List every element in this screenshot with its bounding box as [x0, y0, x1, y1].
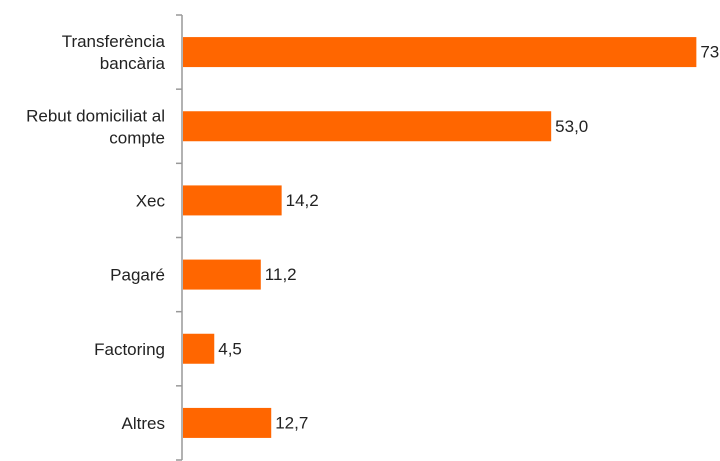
- value-label: 53,0: [555, 117, 588, 136]
- category-label-line: Rebut domiciliat al: [26, 106, 165, 125]
- axis-layer: [176, 14, 183, 461]
- bar: [183, 259, 261, 290]
- value-label: 12,7: [275, 413, 308, 432]
- category-label-line: bancària: [100, 54, 166, 73]
- category-label: Factoring: [94, 339, 165, 358]
- value-label: 11,2: [265, 265, 297, 284]
- value-label: 14,2: [286, 191, 319, 210]
- category-label: Transferència bancària: [62, 32, 166, 73]
- category-label-line: Transferència: [62, 32, 166, 51]
- category-label-line: Factoring: [94, 339, 165, 358]
- category-label-line: Pagaré: [110, 265, 165, 284]
- category-label: Altres: [122, 413, 165, 432]
- category-label-line: Xec: [136, 191, 166, 210]
- label-layer: 73,9 Transferència bancària 53,0 Rebut domic…: [26, 32, 720, 433]
- bar: [183, 111, 552, 142]
- bar: [183, 185, 282, 216]
- value-label: 73,9: [700, 43, 720, 62]
- category-label-line: compte: [109, 128, 165, 147]
- value-label: 4,5: [218, 339, 242, 358]
- category-label-line: Altres: [122, 413, 165, 432]
- bar: [183, 333, 215, 364]
- bar: [183, 407, 272, 438]
- category-label: Pagaré: [110, 265, 165, 284]
- bar-layer: [183, 37, 697, 438]
- category-label: Rebut domiciliat al compte: [26, 106, 165, 147]
- category-label: Xec: [136, 191, 166, 210]
- bar: [183, 37, 697, 68]
